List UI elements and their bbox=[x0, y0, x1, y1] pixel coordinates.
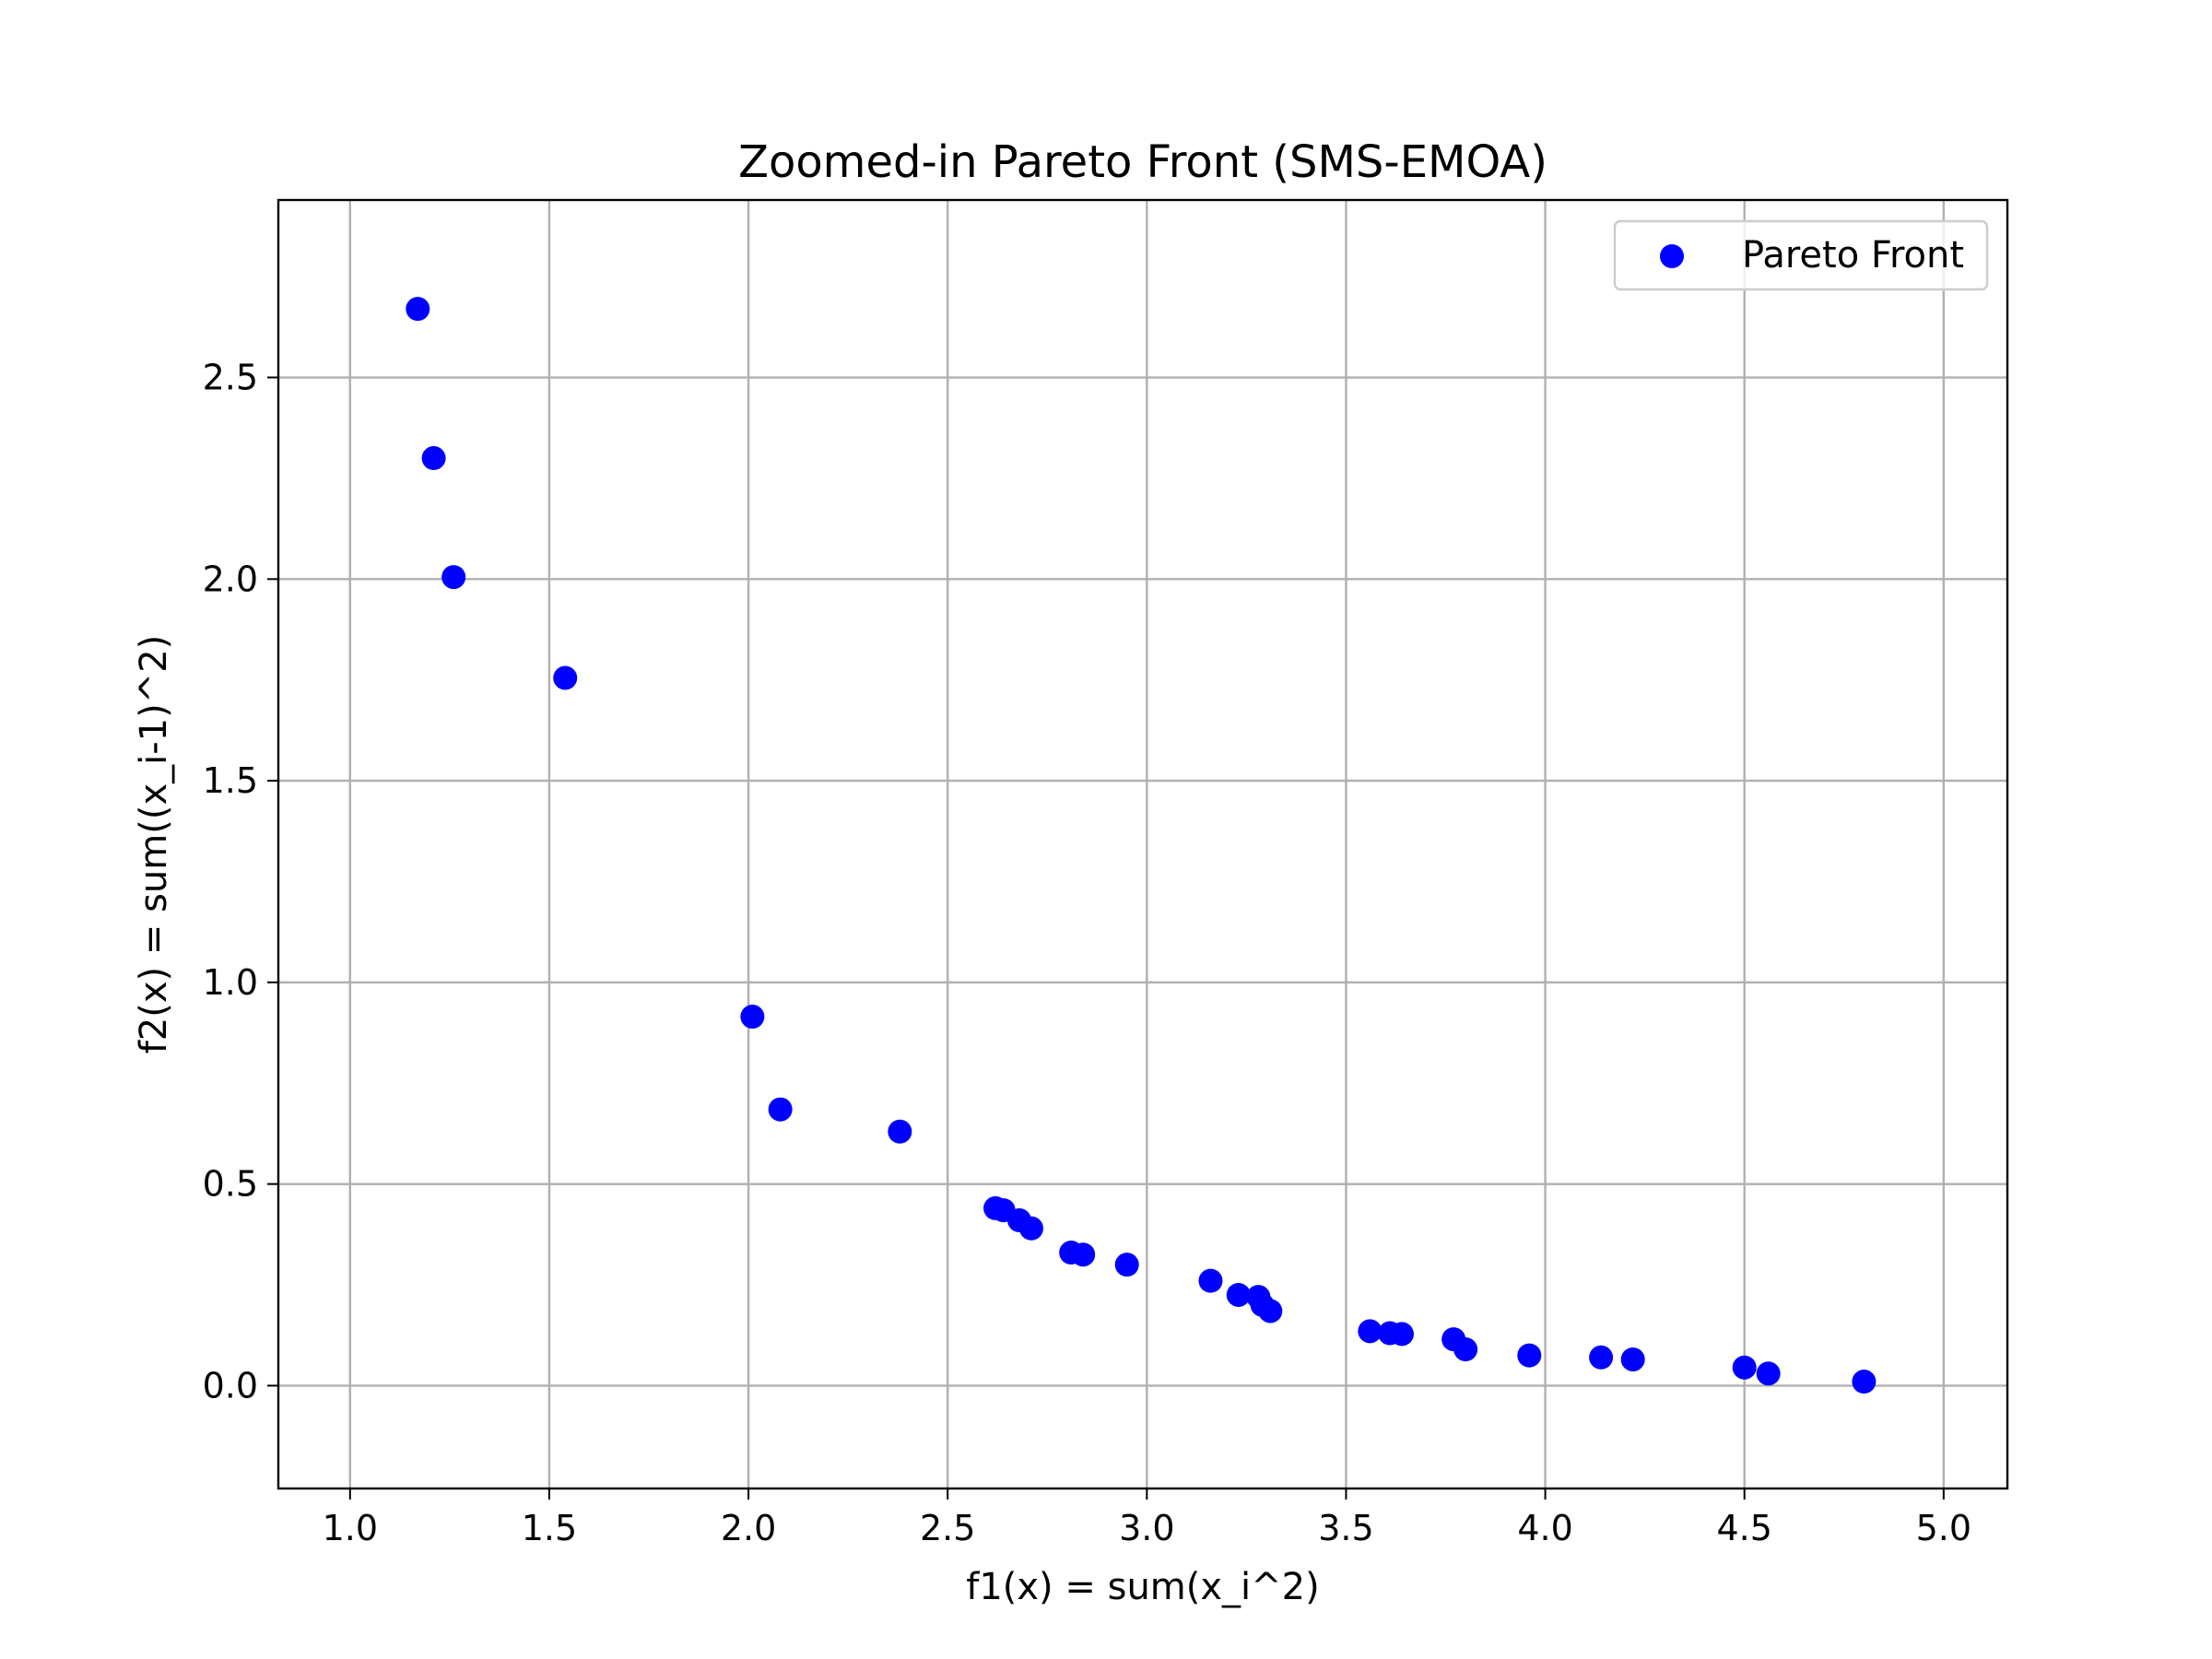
data-points bbox=[406, 297, 1877, 1394]
data-point bbox=[1358, 1319, 1382, 1344]
legend-box bbox=[1613, 219, 1989, 291]
grid-lines bbox=[278, 200, 2007, 1488]
data-point bbox=[1517, 1343, 1542, 1368]
legend-marker bbox=[1660, 244, 1684, 268]
data-point bbox=[1198, 1268, 1223, 1293]
data-point bbox=[553, 665, 578, 690]
x-tick-label: 1.0 bbox=[323, 1508, 378, 1548]
y-tick-label: 0.0 bbox=[203, 1365, 258, 1406]
y-tick-label: 1.5 bbox=[203, 760, 258, 801]
data-point bbox=[421, 446, 446, 471]
x-tick-label: 4.5 bbox=[1716, 1508, 1771, 1548]
x-tick-label: 2.5 bbox=[920, 1508, 975, 1548]
y-tick-label: 1.0 bbox=[203, 962, 258, 1003]
x-axis-ticks: 1.0 1.5 2.0 2.5 3.0 3.5 4.0 4.5 5.0 bbox=[323, 1488, 1971, 1548]
x-axis-label: f1(x) = sum(x_i^2) bbox=[966, 1566, 1319, 1608]
x-tick-label: 3.0 bbox=[1119, 1508, 1174, 1548]
data-point bbox=[768, 1097, 793, 1122]
data-point bbox=[740, 1005, 765, 1030]
data-point bbox=[441, 565, 466, 590]
y-tick-label: 0.5 bbox=[203, 1164, 258, 1205]
data-point bbox=[1732, 1355, 1757, 1380]
x-tick-label: 4.0 bbox=[1517, 1508, 1572, 1548]
x-tick-label: 3.5 bbox=[1318, 1508, 1373, 1548]
data-point bbox=[1258, 1299, 1283, 1324]
chart-title: Zoomed-in Pareto Front (SMS-EMOA) bbox=[738, 136, 1547, 188]
legend-label: Pareto Front bbox=[1742, 234, 1964, 276]
data-point bbox=[1389, 1322, 1414, 1347]
y-axis-label: f2(x) = sum((x_i-1)^2) bbox=[133, 635, 175, 1054]
x-tick-label: 5.0 bbox=[1916, 1508, 1971, 1548]
data-point bbox=[1589, 1345, 1614, 1370]
data-point bbox=[1852, 1370, 1877, 1394]
x-tick-label: 2.0 bbox=[721, 1508, 776, 1548]
legend: Pareto Front bbox=[1613, 219, 1989, 291]
data-point bbox=[1226, 1282, 1251, 1307]
data-point bbox=[406, 297, 430, 322]
y-tick-label: 2.5 bbox=[203, 358, 258, 398]
data-point bbox=[1071, 1242, 1096, 1267]
y-axis-ticks: 0.0 0.5 1.0 1.5 2.0 2.5 bbox=[203, 358, 278, 1406]
data-point bbox=[1114, 1253, 1139, 1277]
x-tick-label: 1.5 bbox=[522, 1508, 577, 1548]
data-point bbox=[1756, 1361, 1781, 1386]
data-point bbox=[1620, 1347, 1645, 1371]
data-point bbox=[1453, 1337, 1478, 1362]
data-point bbox=[1018, 1216, 1043, 1241]
data-point bbox=[888, 1119, 912, 1144]
y-tick-label: 2.0 bbox=[203, 559, 258, 599]
plot-frame bbox=[276, 198, 2009, 1490]
